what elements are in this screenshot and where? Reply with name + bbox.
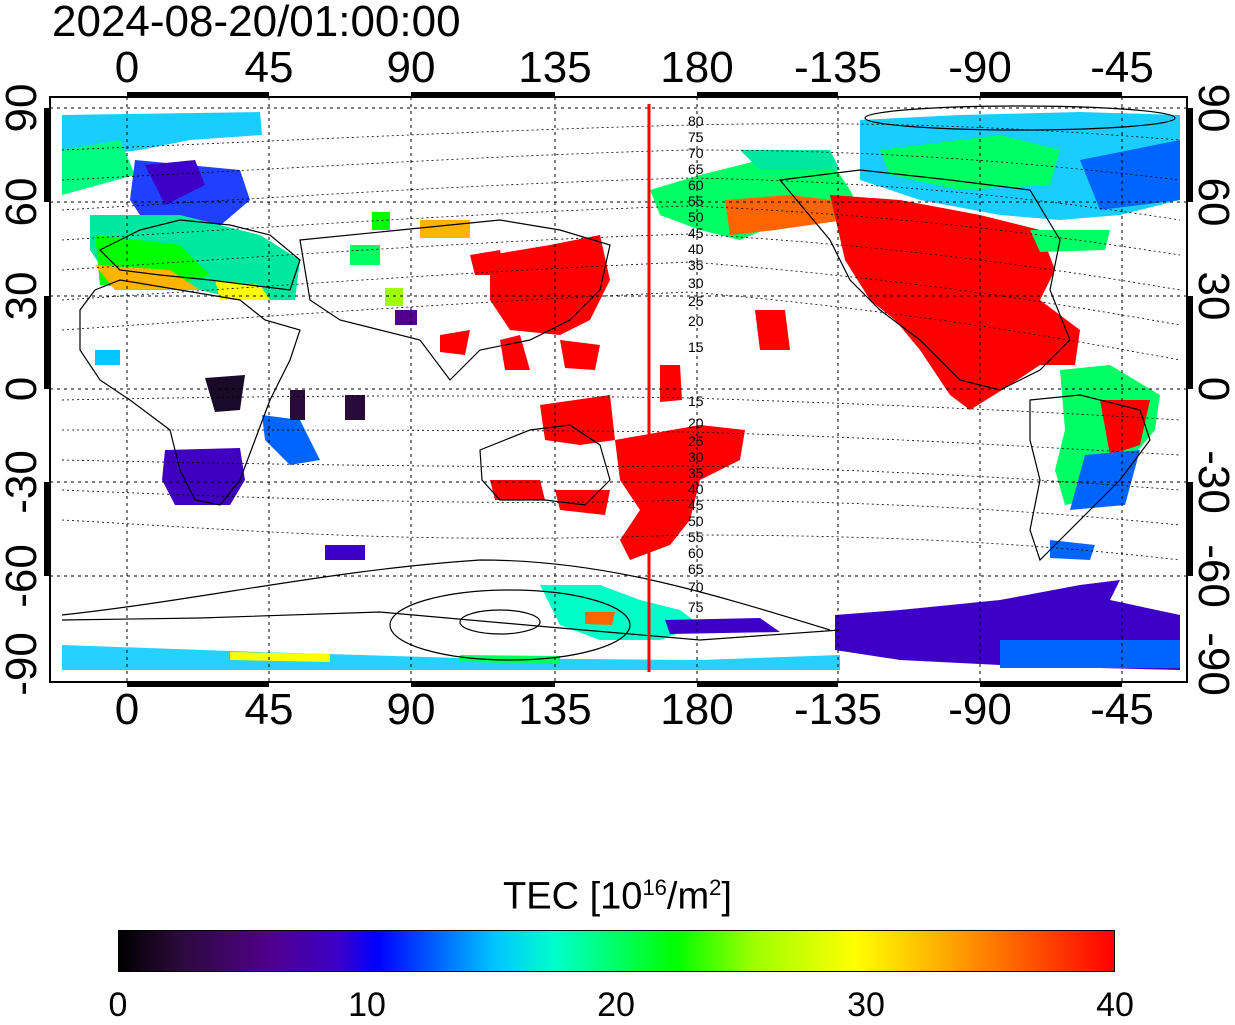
x-tick-top: -45 (1090, 43, 1154, 92)
colorbar-tick-label: 0 (108, 986, 128, 1024)
contour-label-north: 40 (688, 241, 704, 257)
antarctica-outline (61, 611, 841, 641)
x-tick-bottom: 90 (386, 685, 436, 734)
tec-world-map: 80 75 70 65 60 55 50 45 40 35 30 25 20 1… (44, 92, 1193, 687)
x-tick-bottom: 0 (114, 685, 140, 734)
contour-label-north: 80 (688, 113, 704, 129)
contour-label-north: 65 (688, 161, 704, 177)
colorbar-title-prefix: TEC [10 (503, 875, 643, 918)
contour-label-south: 25 (688, 433, 704, 449)
asia-outline (299, 219, 611, 381)
contour-label-south: 55 (688, 529, 704, 545)
colorbar-title-suffix: ] (721, 875, 732, 918)
south-america-outline (1029, 394, 1151, 562)
contour-label-south: 45 (688, 497, 704, 513)
colorbar-tick-label: 10 (348, 986, 386, 1024)
x-tick-top: 135 (518, 43, 592, 92)
contour-label-south: 60 (688, 545, 704, 561)
x-tick-bottom: -135 (793, 685, 883, 734)
contour-label-south: 30 (688, 449, 704, 465)
map-title: 2024-08-20/01:00:00 (52, 0, 461, 46)
contour-label-north: 70 (688, 145, 704, 161)
contour-label-north: 75 (688, 129, 704, 145)
colorbar-tick-label: 40 (1096, 986, 1134, 1024)
x-tick-top: -135 (793, 43, 883, 92)
north-america-outline (778, 169, 1071, 391)
colorbar-tick-label: 30 (847, 986, 885, 1024)
frame-tick-bars (44, 92, 1193, 687)
contour-label-north: 35 (688, 257, 704, 273)
colorbar-title-exponent: 16 (642, 875, 667, 900)
continent-outlines (61, 169, 1151, 641)
australia-outline (479, 424, 611, 506)
contour-label-south: 35 (688, 465, 704, 481)
contour-label-north: 50 (688, 209, 704, 225)
x-tick-bottom: -90 (948, 685, 1012, 734)
magnetic-contours (61, 123, 1181, 561)
africa-outline (79, 279, 301, 506)
contour-label-north: 45 (688, 225, 704, 241)
x-tick-top: 180 (660, 43, 734, 92)
contour-label-north: 15 (688, 339, 704, 355)
contour-label-south: 70 (688, 579, 704, 595)
contour-label-south: 40 (688, 481, 704, 497)
x-tick-bottom: 180 (660, 685, 734, 734)
x-tick-top: -90 (948, 43, 1012, 92)
tec-colorbar (118, 930, 1115, 972)
x-tick-bottom: 45 (244, 685, 294, 734)
contour-label-north: 55 (688, 193, 704, 209)
southern-magnetic-pole-contours (61, 559, 831, 661)
europe-outline (98, 219, 301, 291)
x-tick-top: 0 (114, 43, 140, 92)
colorbar-title-unit: /m (666, 875, 710, 918)
contour-label-south: 20 (688, 415, 704, 431)
x-tick-bottom: 135 (518, 685, 592, 734)
contour-label-north: 30 (688, 275, 704, 291)
x-tick-top: 90 (386, 43, 436, 92)
contour-labels: 80 75 70 65 60 55 50 45 40 35 30 25 20 1… (688, 113, 704, 615)
colorbar-title-exponent-2: 2 (709, 875, 722, 900)
x-tick-bottom: -45 (1090, 685, 1154, 734)
contour-label-south: 75 (688, 599, 704, 615)
contour-label-north: 25 (688, 293, 704, 309)
contour-label-south: 50 (688, 513, 704, 529)
colorbar-title: TEC [1016/m2] (0, 866, 1235, 919)
x-tick-top: 45 (244, 43, 294, 92)
contour-label-north: 20 (688, 313, 704, 329)
colorbar-tick-label: 20 (597, 986, 635, 1024)
northern-pole-contour (864, 105, 1176, 131)
contour-label-south: 15 (688, 393, 704, 409)
contour-label-south: 65 (688, 561, 704, 577)
contour-label-north: 60 (688, 177, 704, 193)
